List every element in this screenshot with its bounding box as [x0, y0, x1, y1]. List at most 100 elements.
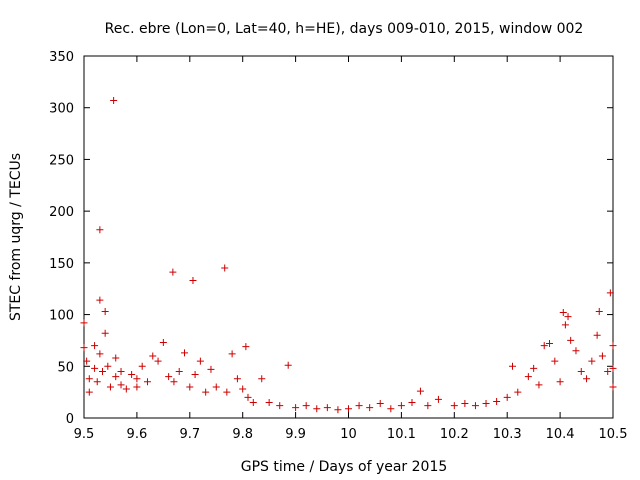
y-tick-label: 100: [49, 309, 74, 324]
data-point: [323, 404, 331, 412]
data-point: [169, 268, 177, 276]
x-tick-label: 10.3: [493, 427, 522, 442]
data-point: [609, 364, 617, 372]
data-point: [212, 383, 220, 391]
data-point: [302, 402, 310, 410]
data-point: [408, 398, 416, 406]
data-point: [128, 371, 136, 379]
x-tick-label: 9.5: [74, 427, 95, 442]
y-tick-label: 50: [57, 360, 74, 375]
x-tick-label: 10.4: [546, 427, 575, 442]
data-point: [598, 352, 606, 360]
data-point: [471, 402, 479, 410]
data-point: [577, 367, 585, 375]
data-point: [85, 388, 93, 396]
data-point: [609, 342, 617, 350]
chart-title: Rec. ebre (Lon=0, Lat=40, h=HE), days 00…: [105, 21, 584, 37]
data-point: [503, 393, 511, 401]
data-point: [564, 313, 572, 321]
data-point: [80, 319, 88, 327]
data-point: [138, 362, 146, 370]
data-point: [80, 344, 88, 352]
data-point: [83, 357, 91, 365]
data-point: [593, 331, 601, 339]
data-point: [244, 393, 252, 401]
data-point: [85, 375, 93, 383]
data-point: [366, 404, 374, 412]
data-point: [604, 367, 612, 375]
data-point: [334, 406, 342, 414]
data-point: [117, 381, 125, 389]
data-point: [387, 405, 395, 413]
data-point: [175, 367, 183, 375]
data-point: [567, 336, 575, 344]
data-point: [609, 383, 617, 391]
data-point: [96, 296, 104, 304]
data-point: [104, 362, 112, 370]
data-point: [397, 402, 405, 410]
y-tick-label: 300: [49, 102, 74, 117]
data-point: [524, 373, 532, 381]
data-point: [424, 402, 432, 410]
data-point: [228, 350, 236, 358]
data-point: [595, 307, 603, 315]
axis-ticks: 9.5 9.6 9.7 9.8 9.9 10 10.1 10.2 10.3 10.4 10.5 0 50…: [49, 50, 627, 442]
data-point: [159, 338, 167, 346]
y-tick-label: 200: [49, 205, 74, 220]
data-point: [530, 364, 538, 372]
data-point: [434, 395, 442, 403]
data-point: [242, 343, 250, 351]
data-point: [106, 383, 114, 391]
data-point: [540, 342, 548, 350]
x-tick-label: 10: [340, 427, 357, 442]
data-point: [112, 373, 120, 381]
x-axis-label: GPS time / Days of year 2015: [241, 459, 448, 475]
data-point: [514, 388, 522, 396]
data-point: [196, 357, 204, 365]
data-point: [122, 385, 130, 393]
data-point: [93, 378, 101, 386]
data-points: [80, 96, 617, 414]
data-point: [112, 354, 120, 362]
data-point: [450, 402, 458, 410]
data-point: [535, 381, 543, 389]
x-tick-label: 10.5: [599, 427, 628, 442]
x-tick-label: 9.9: [285, 427, 306, 442]
y-tick-label: 150: [49, 257, 74, 272]
y-tick-label: 0: [66, 412, 74, 427]
data-point: [221, 264, 229, 272]
data-point: [181, 349, 189, 357]
data-point: [189, 276, 197, 284]
data-point: [561, 321, 569, 329]
data-point: [508, 362, 516, 370]
data-point: [91, 364, 99, 372]
data-point: [143, 378, 151, 386]
data-point: [583, 375, 591, 383]
data-point: [588, 357, 596, 365]
data-point: [149, 352, 157, 360]
data-point: [233, 375, 241, 383]
x-tick-label: 9.8: [232, 427, 253, 442]
data-point: [101, 307, 109, 315]
data-point: [572, 347, 580, 355]
data-point: [133, 383, 141, 391]
data-point: [239, 385, 247, 393]
data-point: [265, 398, 273, 406]
data-point: [110, 96, 118, 104]
data-point: [493, 397, 501, 405]
data-point: [461, 400, 469, 408]
data-point: [91, 342, 99, 350]
data-point: [559, 309, 567, 317]
data-point: [96, 350, 104, 358]
data-point: [202, 388, 210, 396]
y-axis-label: STEC from uqrg / TECUs: [8, 153, 24, 321]
data-point: [207, 365, 215, 373]
data-point: [186, 383, 194, 391]
data-point: [99, 367, 107, 375]
data-point: [606, 289, 614, 297]
data-point: [313, 405, 321, 413]
x-tick-label: 9.6: [127, 427, 148, 442]
data-point: [546, 340, 554, 348]
y-tick-label: 250: [49, 153, 74, 168]
